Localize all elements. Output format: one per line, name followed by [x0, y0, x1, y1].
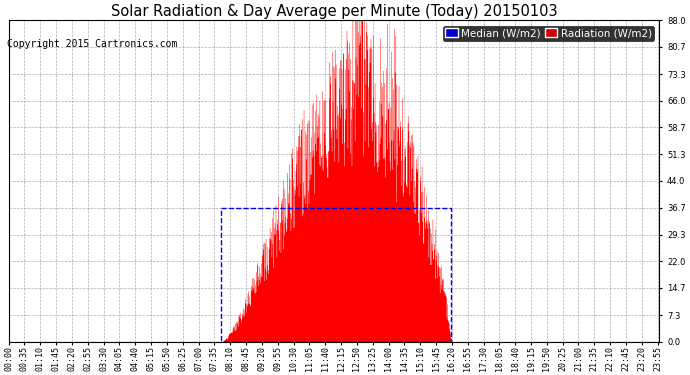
Legend: Median (W/m2), Radiation (W/m2): Median (W/m2), Radiation (W/m2): [443, 26, 654, 41]
Title: Solar Radiation & Day Average per Minute (Today) 20150103: Solar Radiation & Day Average per Minute…: [110, 4, 558, 19]
Bar: [221, 208, 451, 342]
Text: Copyright 2015 Cartronics.com: Copyright 2015 Cartronics.com: [7, 39, 177, 50]
